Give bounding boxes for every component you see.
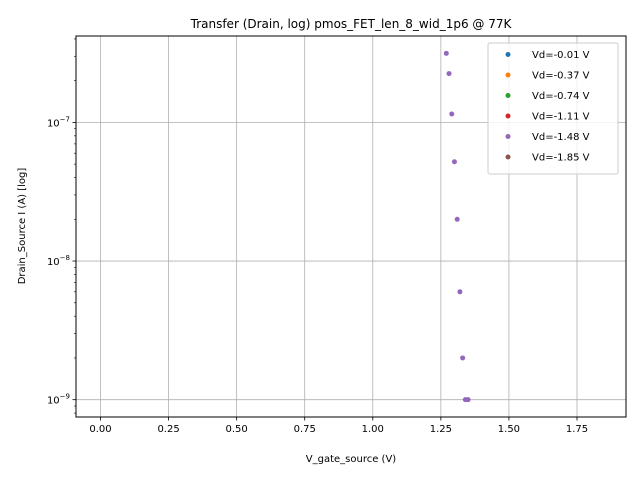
data-point [449, 111, 455, 117]
legend-marker [505, 154, 511, 160]
legend-entry-label: Vd=-1.48 V [532, 132, 590, 143]
x-tick-label: 0.50 [226, 424, 248, 435]
legend-frame [487, 42, 619, 175]
data-point [460, 355, 466, 361]
x-axis-label: V_gate_source (V) [306, 454, 397, 465]
y-tick-label: 10−8 [47, 254, 70, 268]
legend-entry-label: Vd=-1.11 V [532, 112, 590, 123]
legend: Vd=-0.01 V Vd=-0.37 V Vd=-0.74 V Vd=-1.11 V… [487, 42, 619, 175]
y-axis-ticks: 10−9 10−8 10−7 [47, 38, 76, 414]
x-tick-label: 1.25 [430, 424, 452, 435]
x-tick-label: 0.75 [294, 424, 316, 435]
data-point [451, 159, 457, 165]
data-point [454, 216, 460, 222]
chart-title: Transfer (Drain, log) pmos_FET_len_8_wid… [190, 17, 513, 31]
data-points [443, 50, 471, 403]
legend-entry-label: Vd=-0.37 V [532, 71, 590, 82]
y-tick-label: 10−9 [47, 393, 70, 407]
plot-area-frame [75, 35, 627, 418]
legend-marker [505, 134, 511, 139]
grid [76, 36, 626, 417]
data-point [457, 289, 463, 295]
y-axis-label: Drain_Source I (A) [log] [17, 168, 28, 285]
data-point [446, 71, 452, 77]
legend-entry-label: Vd=-1.85 V [532, 153, 590, 164]
x-tick-label: 1.00 [362, 424, 384, 435]
x-tick-label: 0.25 [157, 424, 179, 435]
legend-marker [505, 93, 511, 98]
legend-marker [505, 52, 511, 57]
legend-marker [505, 113, 511, 119]
y-tick-label: 10−7 [47, 115, 70, 129]
data-point [443, 50, 449, 56]
x-tick-label: 0.00 [89, 424, 111, 435]
x-tick-label: 1.50 [498, 424, 520, 435]
x-axis-ticks: 0.00 0.25 0.50 0.75 1.00 1.25 1.50 1.75 [89, 417, 588, 435]
legend-marker [505, 72, 511, 78]
legend-entry-label: Vd=-0.74 V [532, 91, 590, 102]
data-point [465, 397, 471, 403]
x-tick-label: 1.75 [566, 424, 588, 435]
legend-entry-label: Vd=-0.01 V [532, 50, 590, 61]
